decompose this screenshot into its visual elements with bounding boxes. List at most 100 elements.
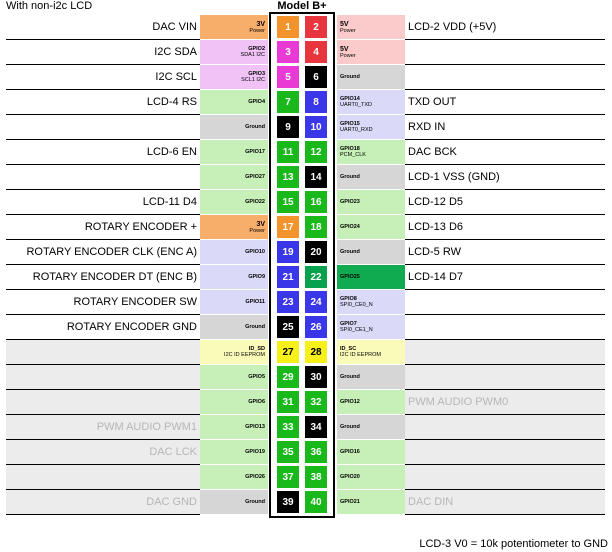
left-description — [6, 115, 200, 140]
left-gpio-label: GPIO13 — [200, 415, 268, 439]
gpio-function: Power — [249, 27, 265, 34]
left-description: DAC LCK — [6, 440, 200, 465]
left-description: ROTARY ENCODER GND — [6, 315, 200, 340]
gpio-function: SPI0_CE1_N — [340, 327, 373, 333]
pin-number: 17 — [277, 216, 299, 238]
gpio-name: GPIO6 — [248, 399, 265, 405]
pin-number: 9 — [277, 116, 299, 138]
pin-number: 31 — [277, 391, 299, 413]
left-description — [6, 340, 200, 365]
gpio-function: UART0_TXD — [340, 102, 372, 108]
left-description: ROTARY ENCODER SW — [6, 290, 200, 315]
left-gpio-label: Ground — [200, 315, 268, 339]
pin-number: 39 — [277, 491, 299, 513]
pin-number: 1 — [277, 16, 299, 38]
left-description: I2C SDA — [6, 40, 200, 65]
gpio-name: GPIO24 — [340, 224, 360, 230]
right-gpio-label: GPIO16 — [337, 440, 405, 464]
right-gpio-label: Ground — [337, 240, 405, 264]
gpio-name: GPIO4 — [248, 99, 265, 105]
right-gpio-label: GPIO21 — [337, 490, 405, 514]
left-gpio-label: GPIO22 — [200, 190, 268, 214]
gpio-function: SPI0_CE0_N — [340, 302, 373, 308]
left-description: PWM AUDIO PWM1 — [6, 415, 200, 440]
left-gpio-label: GPIO11 — [200, 290, 268, 314]
left-gpio-label: GPIO2 SDA1 I2C — [200, 40, 268, 64]
right-gpio-label: ID_SC I2C ID EEPROM — [337, 340, 405, 364]
gpio-name: GPIO26 — [245, 474, 265, 480]
pin-number: 6 — [305, 66, 327, 88]
gpio-function: SCL1 I2C — [241, 77, 265, 83]
gpio-name: GPIO19 — [245, 449, 265, 455]
pin-number: 3 — [277, 41, 299, 63]
pin-number: 12 — [305, 141, 327, 163]
right-gpio-label: GPIO25 — [337, 265, 405, 289]
pin-number: 7 — [277, 91, 299, 113]
pin-number: 5 — [277, 66, 299, 88]
pin-number: 32 — [305, 391, 327, 413]
gpio-function: UART0_RXD — [340, 127, 373, 133]
gpio-name: GPIO8 — [340, 296, 357, 302]
gpio-name: 3V — [256, 20, 265, 28]
gpio-name: GPIO23 — [340, 199, 360, 205]
pin-number: 25 — [277, 316, 299, 338]
right-description — [405, 440, 605, 465]
gpio-name: GPIO17 — [245, 149, 265, 155]
right-description: LCD-12 D5 — [405, 190, 605, 215]
gpio-name: GPIO25 — [340, 274, 360, 280]
right-description: LCD-13 D6 — [405, 215, 605, 240]
right-gpio-label: GPIO14 UART0_TXD — [337, 90, 405, 114]
right-gpio-label: GPIO20 — [337, 465, 405, 489]
gpio-name: ID_SC — [340, 346, 357, 352]
gpio-name: GPIO20 — [340, 474, 360, 480]
gpio-name: GPIO22 — [245, 199, 265, 205]
pin-number: 20 — [305, 241, 327, 263]
right-description: LCD-1 VSS (GND) — [405, 165, 605, 190]
gpio-name: GPIO7 — [340, 321, 357, 327]
gpio-name: GPIO15 — [340, 121, 360, 127]
board-model-label: Model B+ — [277, 0, 327, 12]
left-gpio-label: GPIO17 — [200, 140, 268, 164]
pin-number: 18 — [305, 216, 327, 238]
gpio-name: GPIO2 — [248, 46, 265, 52]
gpio-name: GPIO11 — [245, 299, 265, 305]
gpio-name: Ground — [340, 174, 360, 180]
gpio-name: Ground — [340, 424, 360, 430]
right-description — [405, 365, 605, 390]
gpio-name: GPIO10 — [245, 249, 265, 255]
left-gpio-label: GPIO10 — [200, 240, 268, 264]
footer-note: LCD-3 V0 = 10k potentiometer to GND — [419, 538, 608, 550]
gpio-name: GPIO18 — [340, 146, 360, 152]
pin-number: 11 — [277, 141, 299, 163]
gpio-name: 5V — [340, 45, 349, 53]
left-gpio-label: Ground — [200, 490, 268, 514]
left-gpio-label: 3V Power — [200, 15, 268, 39]
gpio-name: GPIO9 — [248, 274, 265, 280]
gpio-function: PCM_CLK — [340, 152, 366, 158]
pin-number: 15 — [277, 191, 299, 213]
pin-number: 34 — [305, 416, 327, 438]
right-description — [405, 415, 605, 440]
right-gpio-label: 5V Power — [337, 15, 405, 39]
right-description — [405, 40, 605, 65]
right-gpio-label: GPIO24 — [337, 215, 405, 239]
right-description: DAC DIN — [405, 490, 605, 515]
pin-number: 4 — [305, 41, 327, 63]
right-description: TXD OUT — [405, 90, 605, 115]
left-gpio-label: GPIO9 — [200, 265, 268, 289]
pin-number: 26 — [305, 316, 327, 338]
gpio-function: SDA1 I2C — [240, 52, 265, 58]
right-description: LCD-14 D7 — [405, 265, 605, 290]
right-description — [405, 340, 605, 365]
gpio-function: Power — [249, 227, 265, 234]
left-description — [6, 365, 200, 390]
gpio-name: 5V — [340, 20, 349, 28]
gpio-name: GPIO5 — [248, 374, 265, 380]
right-gpio-label: GPIO15 UART0_RXD — [337, 115, 405, 139]
pin-number: 19 — [277, 241, 299, 263]
pin-number: 38 — [305, 466, 327, 488]
gpio-name: GPIO16 — [340, 449, 360, 455]
gpio-name: Ground — [245, 499, 265, 505]
right-description — [405, 290, 605, 315]
gpio-name: Ground — [245, 324, 265, 330]
